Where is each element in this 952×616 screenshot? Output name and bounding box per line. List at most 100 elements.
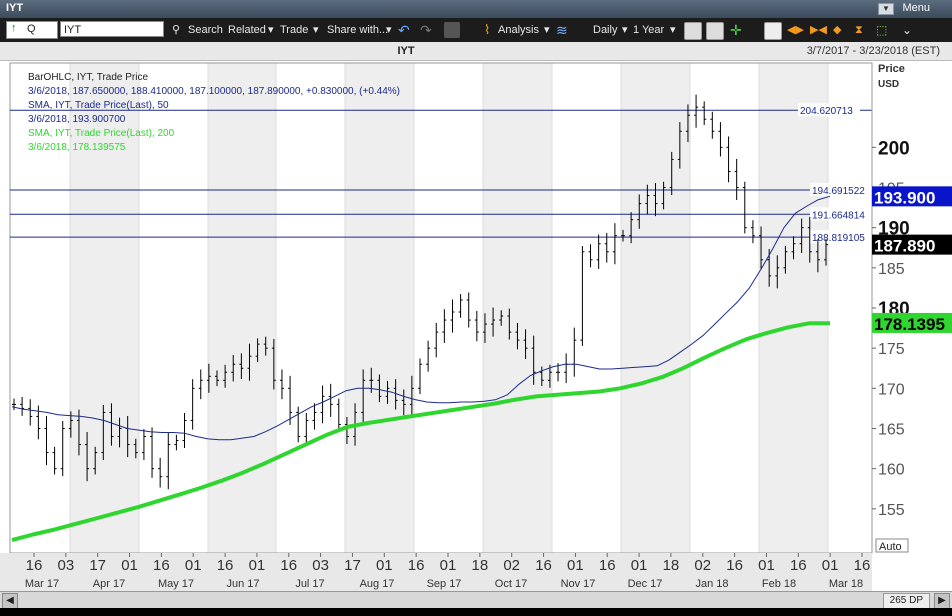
x-day-label: 16 [854,557,871,574]
analysis-menu[interactable]: Analysis [498,24,539,36]
x-month-label: Jan 18 [695,578,728,590]
print-icon[interactable] [444,22,460,38]
x-day-label: 02 [694,557,711,574]
horizontal-line-label-bg [810,182,872,196]
y-tick-label: 170 [878,381,905,398]
y-tick-label: 190 [878,219,910,240]
x-day-label: 16 [790,557,807,574]
x-day-label: 01 [249,557,266,574]
security-type-select[interactable]: ↑ Q [6,21,58,39]
data-points-label: 265 DP [882,593,930,609]
x-day-label: 01 [822,557,839,574]
studies-icon[interactable]: ≋ [556,22,568,38]
x-month-label: Nov 17 [561,578,596,590]
trade-chevron-icon[interactable]: ▾ [313,24,319,36]
select-icon[interactable]: ⬚ [876,23,888,37]
y-tick-label: 155 [878,502,905,519]
horizontal-line-label-bg [798,103,860,117]
y-tick-label: 185 [878,261,905,278]
scroll-right-arrow-icon[interactable]: ▶ [934,593,950,609]
auto-button [875,538,909,553]
y-axis-unit: USD [878,79,899,90]
horizontal-line-label: 188.819105 [812,233,865,244]
window-bottom-edge [0,608,952,616]
x-day-label: 16 [217,557,234,574]
period-chevron-icon[interactable]: ▾ [622,24,628,36]
x-day-label: 01 [440,557,457,574]
redo-icon[interactable]: ↷ [420,22,432,38]
x-day-label: 16 [726,557,743,574]
x-month-label: Jul 17 [295,578,324,590]
up-arrow-icon: ↑ [11,22,17,34]
x-day-label: 01 [567,557,584,574]
share-chevron-icon[interactable]: ▾ [386,24,392,36]
range-chevron-icon[interactable]: ▾ [670,24,676,36]
x-day-label: 17 [89,557,106,574]
x-month-label: May 17 [158,578,194,590]
period-select[interactable]: Daily [593,24,618,36]
x-day-label: 03 [58,557,75,574]
window-icon[interactable] [764,22,782,40]
time-scrollbar[interactable]: ◀ 265 DP ▶ [0,591,952,609]
month-band [208,63,276,553]
x-day-label: 18 [472,557,489,574]
x-axis-band [0,553,872,591]
chart-area[interactable]: 204.620713 194.691522 191.664814 188.819105… [0,61,952,591]
undo-icon[interactable]: ↶ [398,22,410,38]
zoom-vertical-icon[interactable]: ◆ [833,24,842,36]
legend-entry: BarOHLC, IYT, Trade Price [28,72,148,83]
chart-header: IYT 3/7/2017 - 3/23/2018 (EST) [0,42,952,61]
y-axis-title: Price [878,63,905,75]
x-day-label: 16 [599,557,616,574]
month-band [621,63,690,553]
x-month-label: Mar 17 [25,578,59,590]
trade-menu[interactable]: Trade [280,24,309,36]
x-day-label: 16 [153,557,170,574]
x-month-label: Mar 18 [829,578,863,590]
horizontal-line-label: 191.664814 [812,210,865,221]
sma-200-line [11,321,830,543]
window-title: IYT [6,2,24,14]
more-icon[interactable]: ⌄ [902,23,913,37]
x-month-label: Sep 17 [427,578,462,590]
menu-button[interactable]: Menu [902,2,930,14]
x-day-label: 02 [503,557,520,574]
range-select[interactable]: 1 Year [633,24,665,36]
share-menu[interactable]: Share with... [327,24,389,36]
legend-entry: SMA, IYT, Trade Price(Last), 200 [28,128,175,139]
x-month-label: Apr 17 [93,578,125,590]
analysis-chevron-icon[interactable]: ▾ [544,24,550,36]
symbol-input[interactable]: IYT [60,21,164,37]
analysis-icon[interactable]: ⌇ [484,22,491,37]
line-chart-icon[interactable] [684,22,702,40]
month-band [70,63,139,553]
chart-symbol: IYT [397,45,415,57]
related-chevron-icon[interactable]: ▾ [268,24,274,36]
month-band [345,63,414,553]
legend-entry: SMA, IYT, Trade Price(Last), 50 [28,100,169,111]
scroll-left-arrow-icon[interactable]: ◀ [2,593,18,609]
month-band [759,63,828,553]
zoom-in-icon[interactable]: ▶◀ [810,24,827,36]
scroll-left-icon[interactable]: ◀▶ [787,24,804,36]
fit-icon[interactable]: ⧗ [855,24,863,36]
x-day-label: 17 [344,557,361,574]
horizontal-line-label: 194.691522 [812,186,865,197]
price-chart[interactable]: 204.620713 194.691522 191.664814 188.819105… [0,61,952,591]
x-day-label: 16 [280,557,297,574]
legend-entry: 3/6/2018, 178.139575 [28,142,126,153]
search-icon[interactable]: ⚲ [172,24,181,36]
candle-chart-icon[interactable] [706,22,724,40]
window-titlebar: IYT ▼ Menu [0,0,952,18]
related-menu[interactable]: Related [228,24,266,36]
search-button[interactable]: Search [188,24,223,36]
x-month-label: Jun 17 [226,578,259,590]
y-tick-label: 160 [878,462,905,479]
crosshair-icon[interactable]: ✛ [730,22,742,38]
x-day-label: 16 [535,557,552,574]
month-band [483,63,552,553]
last-value-box [872,186,952,207]
x-day-label: 16 [408,557,425,574]
dropdown-arrow-icon[interactable]: ▼ [878,3,894,15]
last-value-label: 187.890 [874,237,935,256]
